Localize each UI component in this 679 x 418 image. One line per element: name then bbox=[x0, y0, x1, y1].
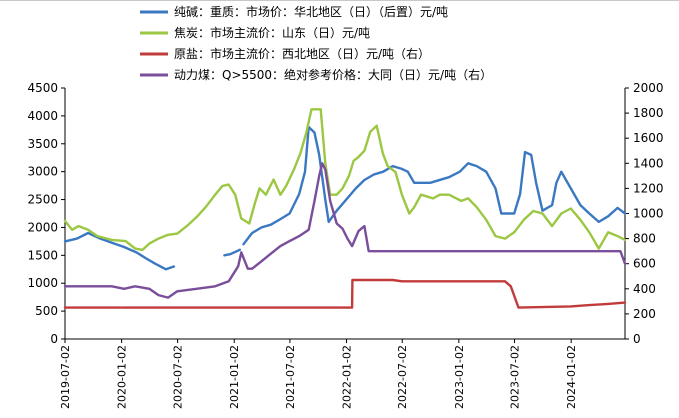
right-axis-tick-label: 800 bbox=[633, 232, 656, 246]
x-axis-tick-label: 2022-01-02 bbox=[341, 345, 354, 409]
x-axis-ticks: 2019-07-02 2020-01-02 2020-07-02 2021-01-02… bbox=[59, 339, 578, 409]
series-line-3 bbox=[63, 278, 627, 309]
x-axis-tick-label: 2024-01-02 bbox=[565, 345, 578, 409]
right-axis-tick-label: 1400 bbox=[633, 156, 664, 170]
x-axis-tick-label: 2020-07-02 bbox=[172, 345, 185, 409]
series-line-1 bbox=[63, 125, 627, 271]
right-axis-tick-label: 200 bbox=[633, 307, 656, 321]
left-axis-tick-label: 2000 bbox=[27, 220, 58, 234]
right-axis-ticks: 0 200 400 600 800 1000 1200 1400 1600 1800 2000 bbox=[625, 81, 664, 346]
left-axis-tick-label: 3500 bbox=[27, 137, 58, 151]
legend-label: 动力煤：Q>5500：绝对参考价格：大同（日）元/吨（右） bbox=[174, 67, 492, 82]
x-axis-tick-label: 2021-07-02 bbox=[284, 345, 297, 409]
right-axis-tick-label: 1600 bbox=[633, 131, 664, 145]
x-axis-tick-label: 2019-07-02 bbox=[59, 345, 72, 409]
left-axis-tick-label: 1000 bbox=[27, 276, 58, 290]
x-axis-tick-label: 2023-07-02 bbox=[509, 345, 522, 409]
right-axis-tick-label: 1800 bbox=[633, 106, 664, 120]
right-axis-tick-label: 1000 bbox=[633, 207, 664, 221]
right-axis-tick-label: 0 bbox=[633, 332, 641, 346]
right-axis-tick-label: 400 bbox=[633, 282, 656, 296]
legend-label: 纯碱：重质：市场价：华北地区（日）（后置）元/吨 bbox=[174, 4, 448, 19]
right-axis-tick-label: 1200 bbox=[633, 181, 664, 195]
series-line-2 bbox=[63, 108, 627, 252]
x-axis-tick-label: 2022-07-02 bbox=[396, 345, 409, 409]
right-axis-tick-label: 600 bbox=[633, 257, 656, 271]
series-line-4 bbox=[63, 162, 627, 299]
series-layer bbox=[63, 108, 627, 309]
left-axis-ticks: 0 500 1000 1500 2000 2500 3000 3500 4000 4500 bbox=[27, 81, 65, 346]
left-axis-tick-label: 3000 bbox=[27, 165, 58, 179]
top-rule bbox=[0, 0, 679, 1]
x-axis-tick-label: 2023-01-02 bbox=[453, 345, 466, 409]
left-axis-tick-label: 0 bbox=[50, 332, 58, 346]
right-axis-tick-label: 2000 bbox=[633, 81, 664, 95]
left-axis-tick-label: 500 bbox=[35, 304, 58, 318]
legend: 纯碱：重质：市场价：华北地区（日）（后置）元/吨焦炭：市场主流价：山东（日）元/… bbox=[140, 4, 492, 82]
legend-label: 原盐：市场主流价：西北地区（日）元/吨（右） bbox=[174, 46, 430, 61]
left-axis-tick-label: 4500 bbox=[27, 81, 58, 95]
legend-label: 焦炭：市场主流价：山东（日）元/吨 bbox=[174, 25, 370, 40]
x-axis-tick-label: 2021-01-02 bbox=[228, 345, 241, 409]
left-axis-tick-label: 1500 bbox=[27, 248, 58, 262]
x-axis-tick-label: 2020-01-02 bbox=[116, 345, 129, 409]
left-axis-tick-label: 2500 bbox=[27, 193, 58, 207]
left-axis-tick-label: 4000 bbox=[27, 109, 58, 123]
